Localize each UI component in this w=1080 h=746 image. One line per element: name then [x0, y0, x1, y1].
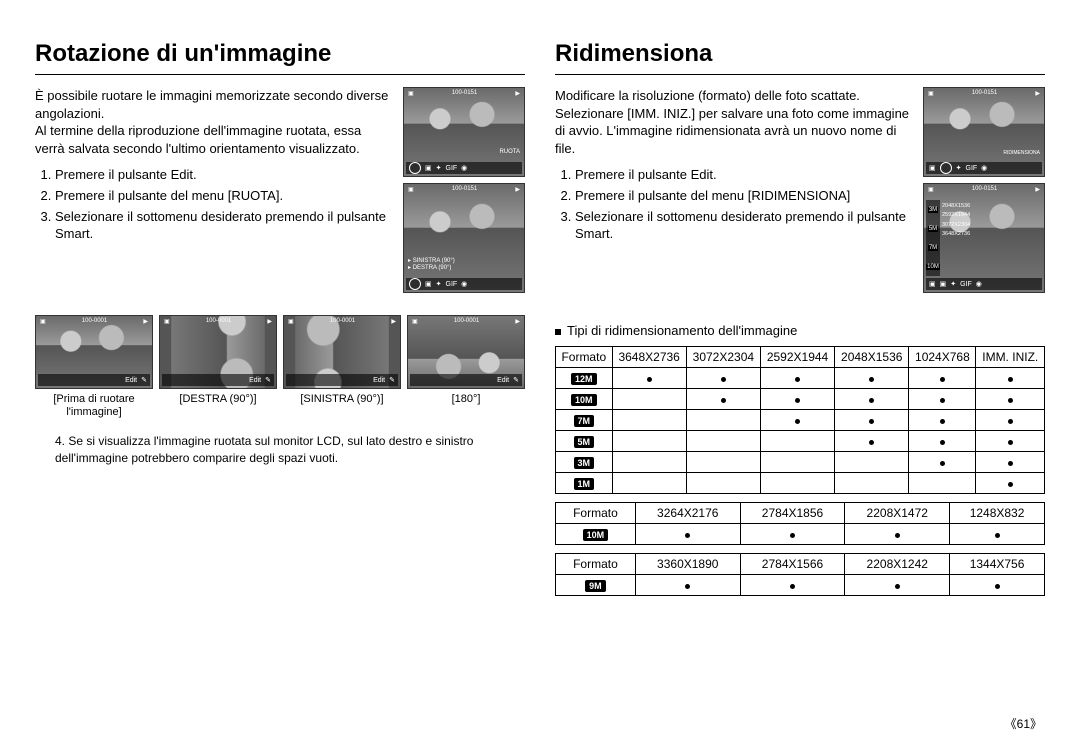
step: Premere il pulsante Edit. [55, 167, 393, 184]
lcd-preview: ▣100-0151▶ RUOTA ▣✦GIF◉ [403, 87, 525, 177]
right-steps: Premere il pulsante Edit. Premere il pul… [555, 167, 913, 243]
note-4: 4. Se si visualizza l'immagine ruotata s… [35, 433, 525, 465]
resize-table-3: Formato3360X18902784X15662208X12421344X7… [555, 553, 1045, 596]
step: Selezionare il sottomenu desiderato prem… [575, 209, 913, 243]
caption: [SINISTRA (90°)] [283, 393, 401, 419]
lcd-preview: ▣100-0151▶ RIDIMENSIONA ▣✦GIF◉ [923, 87, 1045, 177]
step: Selezionare il sottomenu desiderato prem… [55, 209, 393, 243]
right-title: Ridimensiona [555, 40, 1045, 68]
step: Premere il pulsante del menu [RIDIMENSIO… [575, 188, 913, 205]
divider [35, 74, 525, 75]
step: Premere il pulsante del menu [RUOTA]. [55, 188, 393, 205]
subhead: Tipi di ridimensionamento dell'immagine [555, 323, 1045, 338]
step: Premere il pulsante Edit. [575, 167, 913, 184]
thumb: ▣100-0001▶ Edit✎ [407, 315, 525, 389]
lcd-preview: ▣100-0151▶ 3M 5M 7M 10M 2048X1536 2592X1… [923, 183, 1045, 293]
left-steps: Premere il pulsante Edit. Premere il pul… [35, 167, 393, 243]
resize-table-1: Formato3648X27363072X23042592X19442048X1… [555, 346, 1045, 494]
thumb: ▣100-0001▶ Edit✎ [35, 315, 153, 389]
resize-table-2: Formato3264X21762784X18562208X14721248X8… [555, 502, 1045, 545]
lcd-preview: ▣100-0151▶ ▸ SINISTRA (90°) ▸ DESTRA (90… [403, 183, 525, 293]
left-intro: È possibile ruotare le immagini memorizz… [35, 87, 393, 157]
caption: [DESTRA (90°)] [159, 393, 277, 419]
caption: [Prima di ruotare l'immagine] [35, 393, 153, 419]
left-title: Rotazione di un'immagine [35, 40, 525, 68]
right-intro: Modificare la risoluzione (formato) dell… [555, 87, 913, 157]
caption: [180°] [407, 393, 525, 419]
divider [555, 74, 1045, 75]
thumb: ▣100-0001▶ Edit✎ [159, 315, 277, 389]
page-number: 《61》 [1005, 715, 1042, 732]
thumb: ▣100-0001▶ Edit✎ [283, 315, 401, 389]
rotation-examples: ▣100-0001▶ Edit✎ [Prima di ruotare l'imm… [35, 315, 525, 419]
